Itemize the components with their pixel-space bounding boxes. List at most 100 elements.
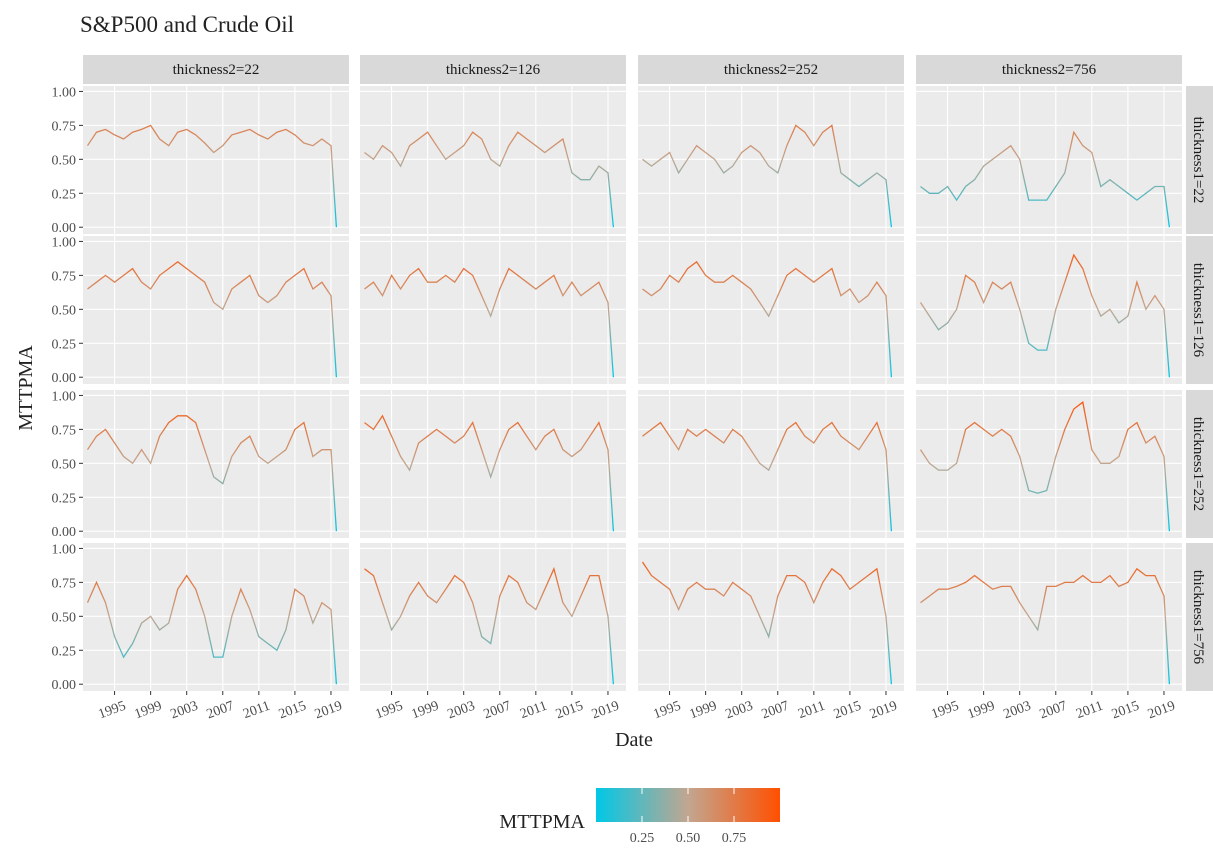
data-line bbox=[364, 566, 615, 685]
chart-title: S&P500 and Crude Oil bbox=[80, 12, 294, 37]
x-tick-label: 1995 bbox=[929, 699, 960, 723]
panel-background bbox=[83, 390, 349, 538]
data-line bbox=[364, 414, 615, 532]
data-line bbox=[86, 415, 338, 532]
panel-background bbox=[83, 86, 349, 234]
x-tick-label: 2003 bbox=[1002, 699, 1033, 723]
data-line bbox=[87, 260, 338, 378]
panel-background bbox=[360, 543, 626, 691]
y-tick-label: 0.00 bbox=[52, 678, 77, 693]
x-tick-label: 2019 bbox=[590, 699, 621, 723]
x-tick-label: 2007 bbox=[1038, 699, 1069, 723]
data-line bbox=[641, 561, 893, 685]
y-tick-label: 1.00 bbox=[52, 389, 77, 404]
facet-strip bbox=[638, 55, 904, 84]
x-tick-label: 1995 bbox=[96, 699, 127, 723]
x-tick-label: 2007 bbox=[205, 699, 236, 723]
colorbar-tick-label: 0.25 bbox=[630, 831, 655, 846]
y-tick-label: 0.00 bbox=[52, 221, 77, 236]
panel-background bbox=[638, 86, 904, 234]
x-tick-label: 1995 bbox=[373, 699, 404, 723]
facet-strip-label: thickness2=126 bbox=[446, 62, 541, 78]
y-axis-label: MTTPMA bbox=[15, 345, 37, 431]
x-tick-label: 1995 bbox=[651, 699, 682, 723]
y-tick-label: 0.75 bbox=[52, 576, 77, 591]
y-tick-label: 0.25 bbox=[52, 187, 77, 202]
data-line bbox=[364, 131, 615, 228]
y-tick-label: 0.50 bbox=[52, 303, 77, 318]
x-tick-label: 2015 bbox=[1110, 699, 1141, 723]
y-tick-label: 0.75 bbox=[52, 119, 77, 134]
x-tick-label: 2019 bbox=[1146, 699, 1177, 723]
y-tick-label: 0.00 bbox=[52, 371, 77, 386]
data-line bbox=[642, 260, 893, 378]
panel-background bbox=[916, 543, 1182, 691]
x-tick-label: 1999 bbox=[688, 699, 719, 723]
y-tick-label: 0.50 bbox=[52, 153, 77, 168]
x-tick-label: 2011 bbox=[518, 699, 549, 722]
data-line bbox=[364, 267, 615, 378]
facet-strip bbox=[360, 55, 626, 84]
facet-strip bbox=[1186, 236, 1213, 384]
x-tick-label: 2007 bbox=[482, 699, 513, 723]
facet-strip-label: thickness1=22 bbox=[1190, 117, 1206, 204]
data-line bbox=[919, 401, 1171, 532]
facet-strip-label: thickness1=252 bbox=[1190, 417, 1206, 511]
facet-strip-label: thickness2=252 bbox=[724, 62, 818, 78]
data-line bbox=[86, 124, 338, 228]
x-tick-label: 2003 bbox=[724, 699, 755, 723]
y-tick-label: 1.00 bbox=[52, 235, 77, 250]
panel-background bbox=[638, 543, 904, 691]
facet-strip-label: thickness2=22 bbox=[173, 62, 260, 78]
y-tick-label: 0.25 bbox=[52, 337, 77, 352]
y-tick-label: 0.50 bbox=[52, 457, 77, 472]
y-tick-label: 0.25 bbox=[52, 491, 77, 506]
data-line bbox=[642, 124, 893, 228]
data-line bbox=[642, 421, 893, 532]
colorbar-tick-label: 0.50 bbox=[676, 831, 701, 846]
x-tick-label: 2011 bbox=[241, 699, 272, 722]
y-tick-label: 0.25 bbox=[52, 644, 77, 659]
y-tick-label: 1.00 bbox=[52, 85, 77, 100]
panel-background bbox=[360, 390, 626, 538]
x-tick-label: 2011 bbox=[796, 699, 827, 722]
facet-strip bbox=[916, 55, 1182, 84]
facet-strip bbox=[1186, 390, 1213, 538]
data-line bbox=[920, 130, 1171, 228]
x-tick-label: 1999 bbox=[966, 699, 997, 723]
panel-background bbox=[916, 390, 1182, 538]
y-tick-label: 1.00 bbox=[52, 542, 77, 557]
x-tick-label: 2015 bbox=[277, 699, 308, 723]
panel-background bbox=[916, 236, 1182, 384]
facet-strip bbox=[83, 55, 349, 84]
x-tick-label: 1999 bbox=[410, 699, 441, 723]
data-line bbox=[919, 253, 1171, 378]
data-line bbox=[920, 567, 1171, 685]
legend-title: MTTPMA bbox=[499, 811, 585, 833]
x-tick-label: 2019 bbox=[868, 699, 899, 723]
facet-strip-label: thickness2=756 bbox=[1002, 62, 1097, 78]
colorbar-tick-label: 0.75 bbox=[722, 831, 747, 846]
facet-strip bbox=[1186, 86, 1213, 234]
x-tick-label: 2007 bbox=[760, 699, 791, 723]
x-tick-label: 2019 bbox=[313, 699, 344, 723]
x-tick-label: 2011 bbox=[1074, 699, 1105, 722]
panel-background bbox=[83, 236, 349, 384]
facet-strip-label: thickness1=126 bbox=[1190, 263, 1206, 358]
data-line bbox=[86, 574, 338, 685]
x-tick-label: 2015 bbox=[832, 699, 863, 723]
x-tick-label: 2003 bbox=[169, 699, 200, 723]
y-tick-label: 0.75 bbox=[52, 269, 77, 284]
y-tick-label: 0.50 bbox=[52, 610, 77, 625]
x-tick-label: 2003 bbox=[446, 699, 477, 723]
y-tick-label: 0.00 bbox=[52, 525, 77, 540]
facet-strip bbox=[1186, 543, 1213, 691]
panel-background bbox=[83, 543, 349, 691]
panel-background bbox=[360, 86, 626, 234]
y-tick-label: 0.75 bbox=[52, 423, 77, 438]
facet-strip-label: thickness1=756 bbox=[1190, 570, 1206, 665]
x-axis-label: Date bbox=[615, 729, 653, 751]
x-tick-label: 2015 bbox=[554, 699, 585, 723]
panel-background bbox=[916, 86, 1182, 234]
